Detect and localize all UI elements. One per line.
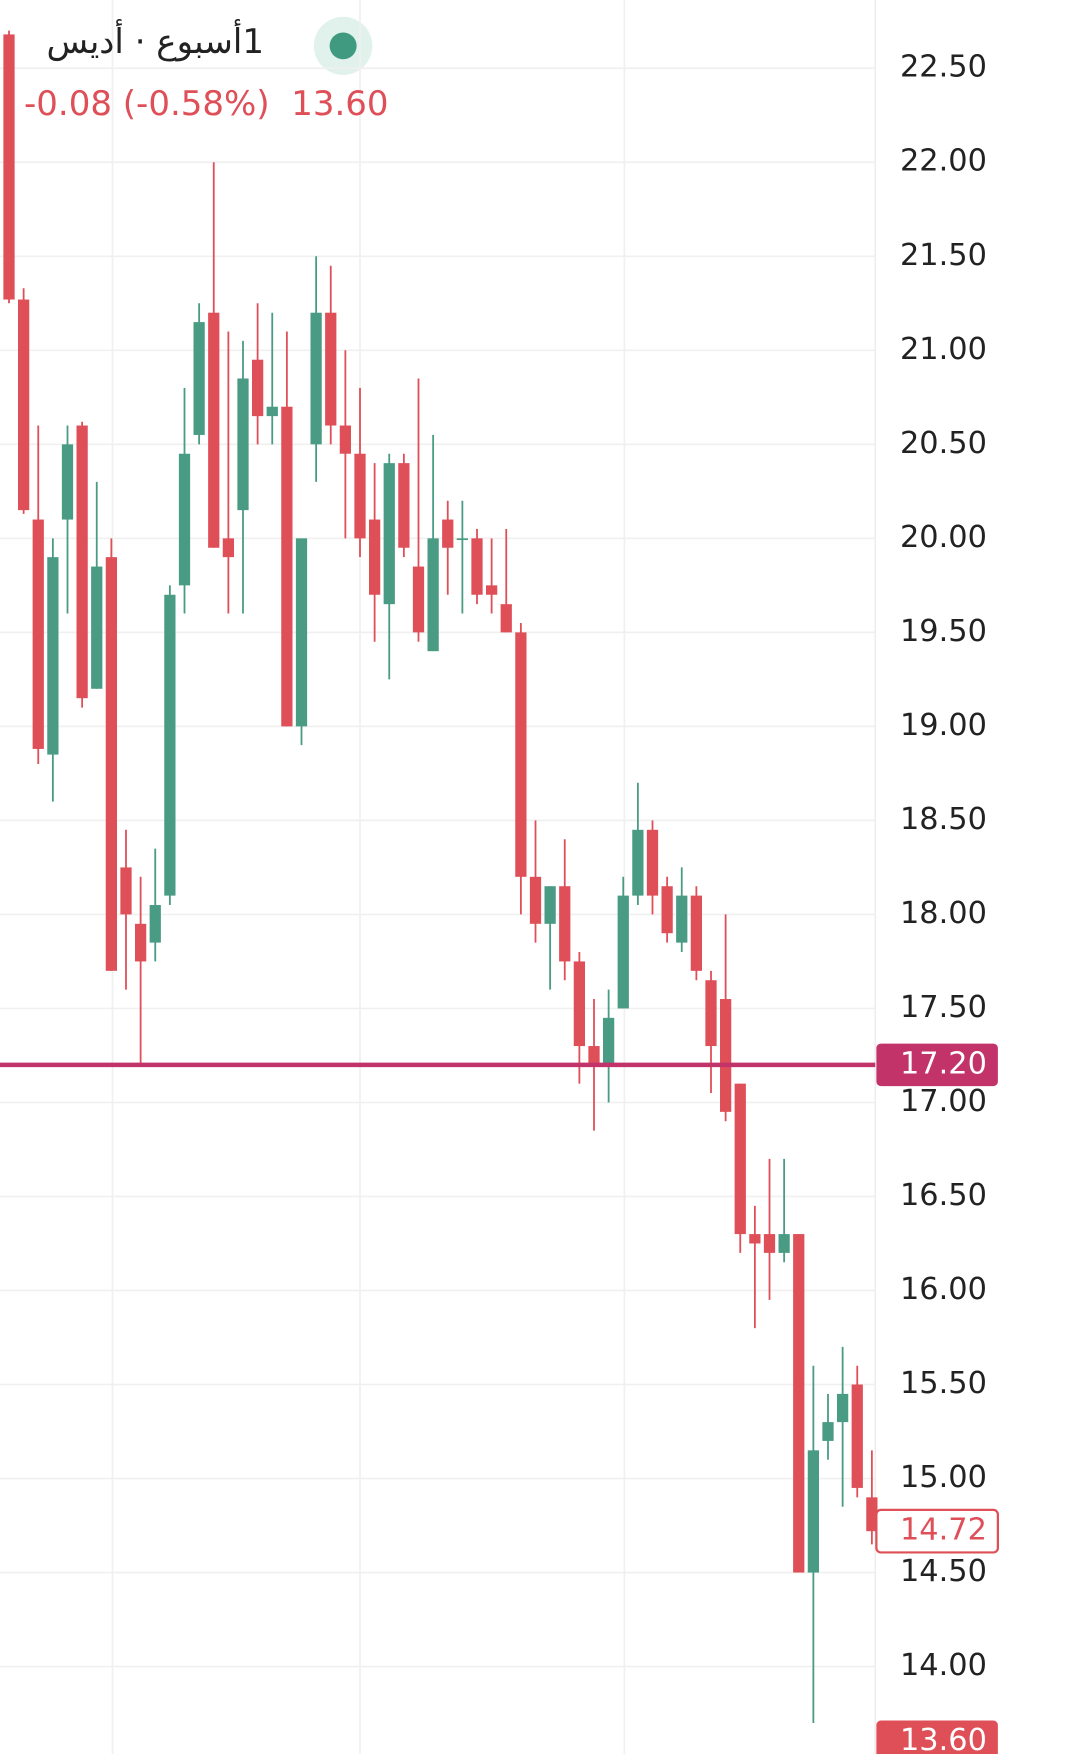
change: -0.08 (-0.58%) <box>24 84 270 124</box>
y-tick-label: 20.50 <box>900 426 987 461</box>
candle-body <box>632 829 644 896</box>
candle-body <box>18 299 30 511</box>
candle-body <box>734 1083 746 1235</box>
candle-body <box>427 538 439 652</box>
y-tick-label: 19.00 <box>900 708 987 743</box>
candle-body <box>573 961 585 1047</box>
last-price: 13.60 <box>291 84 389 124</box>
candle-body <box>705 980 717 1047</box>
y-tick-label: 18.50 <box>900 802 987 837</box>
candle-body <box>442 519 454 548</box>
candle-body <box>325 312 337 426</box>
y-tick-label: 21.00 <box>900 332 987 367</box>
candle-body <box>778 1234 790 1253</box>
candle-body <box>32 519 44 749</box>
candle-body <box>164 594 176 896</box>
candle-body <box>281 406 293 727</box>
price-label: 14.72 <box>900 1513 987 1548</box>
candle-body <box>793 1234 805 1573</box>
candle-body <box>456 538 468 541</box>
y-tick-label: 14.50 <box>900 1554 987 1589</box>
candle-body <box>559 886 571 962</box>
y-tick-label: 18.00 <box>900 896 987 931</box>
candle-body <box>135 923 147 962</box>
price-label-box <box>875 1508 999 1554</box>
y-tick-label: 17.00 <box>900 1084 987 1119</box>
candle-body <box>749 1234 761 1244</box>
y-tick-label: 20.00 <box>900 520 987 555</box>
candle-body <box>529 876 542 924</box>
price-label-box <box>876 1720 998 1754</box>
candle-body <box>339 425 351 454</box>
candle-body <box>544 886 556 924</box>
candle-body <box>61 444 74 520</box>
candle-body <box>47 557 59 755</box>
candle-body <box>222 538 234 558</box>
candle-body <box>398 463 410 548</box>
candle-body <box>837 1393 849 1423</box>
candle-body <box>822 1422 834 1441</box>
candle-body <box>412 566 425 633</box>
candle-body <box>193 322 205 435</box>
price-label-box <box>876 1043 998 1087</box>
candle-body <box>120 867 132 915</box>
candle-body <box>369 519 381 595</box>
candle-body <box>3 34 15 300</box>
y-tick-label: 19.50 <box>900 614 987 649</box>
status-dot <box>329 32 357 60</box>
candle-body <box>807 1450 819 1573</box>
y-tick-label: 15.50 <box>900 1366 987 1401</box>
y-tick-label: 21.50 <box>900 238 987 273</box>
y-tick-label: 16.50 <box>900 1178 987 1213</box>
candle-body <box>91 566 103 689</box>
price-label: 13.60 <box>900 1723 987 1754</box>
y-tick-label: 22.50 <box>900 50 987 85</box>
y-tick-label: 16.00 <box>900 1272 987 1307</box>
candle-body <box>208 312 220 548</box>
candle-body <box>486 585 498 595</box>
candle-body <box>646 829 659 896</box>
candle-body <box>851 1384 863 1488</box>
candle-body <box>354 453 366 539</box>
candle-body <box>266 406 278 417</box>
y-tick-label: 15.00 <box>900 1460 987 1495</box>
y-tick-label: 17.50 <box>900 990 987 1025</box>
y-tick-label: 14.00 <box>900 1648 987 1683</box>
candle-body <box>603 1017 615 1065</box>
candle-body <box>690 895 702 971</box>
y-tick-label: 22.00 <box>900 144 987 179</box>
candle-body <box>295 538 308 727</box>
candle-body <box>149 905 161 943</box>
candle-body <box>383 463 395 605</box>
candle-body <box>866 1497 878 1532</box>
candle-body <box>588 1046 600 1065</box>
change-row: -0.08 (-0.58%) 13.60 <box>24 84 389 124</box>
candle-body <box>252 359 264 417</box>
candle-body <box>178 453 191 586</box>
price-label: 17.20 <box>900 1046 987 1081</box>
candle-body <box>515 632 527 877</box>
candle-body <box>105 557 117 971</box>
candle-body <box>676 895 688 943</box>
candle-body <box>76 425 88 699</box>
candle-body <box>661 886 673 934</box>
candle-body <box>310 312 322 445</box>
candle-body <box>763 1234 776 1253</box>
candle-body <box>471 538 483 595</box>
candle-body <box>237 378 249 511</box>
candle-body <box>617 895 629 1009</box>
candle-body <box>720 999 732 1112</box>
interval-label: 1أسبوع · أديس <box>46 22 264 62</box>
candle-body <box>500 604 512 633</box>
